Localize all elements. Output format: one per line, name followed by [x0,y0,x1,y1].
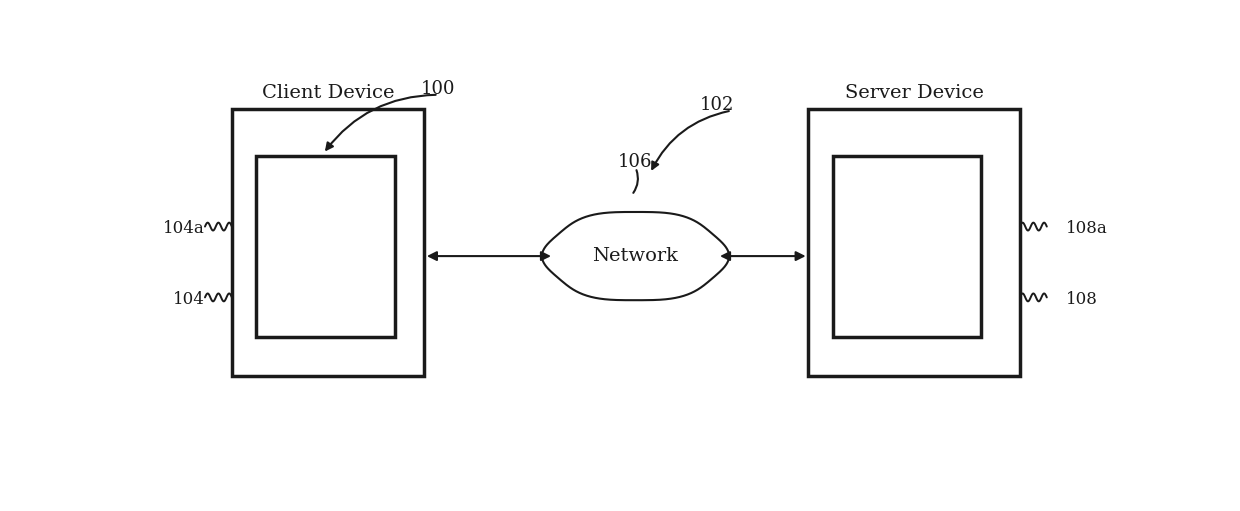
Text: 104a: 104a [164,220,205,237]
Bar [232,108,424,376]
Bar [255,156,396,337]
Text: 106: 106 [619,153,652,171]
Text: 100: 100 [422,80,456,98]
Text: User
Agent: User Agent [296,229,356,268]
Polygon shape [542,212,729,300]
Text: 108a: 108a [1066,220,1107,237]
Text: Client Device: Client Device [262,84,394,102]
Text: 104: 104 [174,291,205,308]
Bar [832,156,982,337]
Text: Document
Processing
Engine: Document Processing Engine [853,222,961,282]
Text: 102: 102 [701,96,734,113]
Text: 108: 108 [1066,291,1097,308]
Text: Network: Network [593,247,678,265]
Bar [808,108,1019,376]
Text: Server Device: Server Device [844,84,983,102]
